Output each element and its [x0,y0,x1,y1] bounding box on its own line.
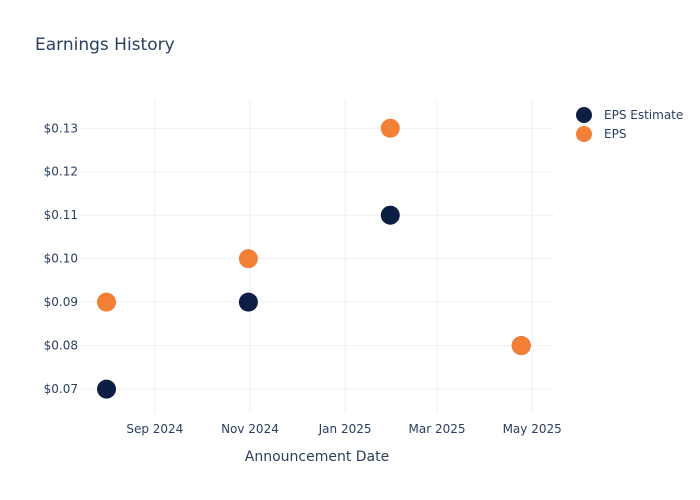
data-point[interactable] [380,205,400,225]
data-point[interactable] [238,249,258,269]
data-point[interactable] [97,292,117,312]
legend-marker[interactable] [576,107,592,123]
legend-label[interactable]: EPS [604,127,626,141]
series-eps [97,118,531,356]
x-tick-label: May 2025 [503,422,562,436]
x-tick-label: Mar 2025 [409,422,466,436]
y-tick-label: $0.10 [44,252,78,266]
chart-title: Earnings History [35,35,175,55]
y-tick-label: $0.11 [44,208,78,222]
y-tick-label: $0.08 [44,339,78,353]
y-tick-label: $0.13 [44,121,78,135]
y-tick-label: $0.07 [44,382,78,396]
legend: EPS Estimate EPS [576,107,683,142]
x-tick-label: Sep 2024 [126,422,183,436]
x-tick-label: Jan 2025 [318,422,372,436]
y-tick-label: $0.09 [44,295,78,309]
x-tick-label: Nov 2024 [221,422,279,436]
grid-lines [80,100,554,413]
data-point[interactable] [238,292,258,312]
data-point[interactable] [380,118,400,138]
x-axis-title: Announcement Date [245,449,389,465]
legend-marker[interactable] [576,126,592,142]
data-point[interactable] [511,336,531,356]
axis-ticks: Sep 2024 Nov 2024 Jan 2025 Mar 2025 May 2025… [44,121,562,436]
y-tick-label: $0.12 [44,165,78,179]
data-point[interactable] [97,379,117,399]
legend-label[interactable]: EPS Estimate [604,108,683,122]
data-points [97,118,531,399]
